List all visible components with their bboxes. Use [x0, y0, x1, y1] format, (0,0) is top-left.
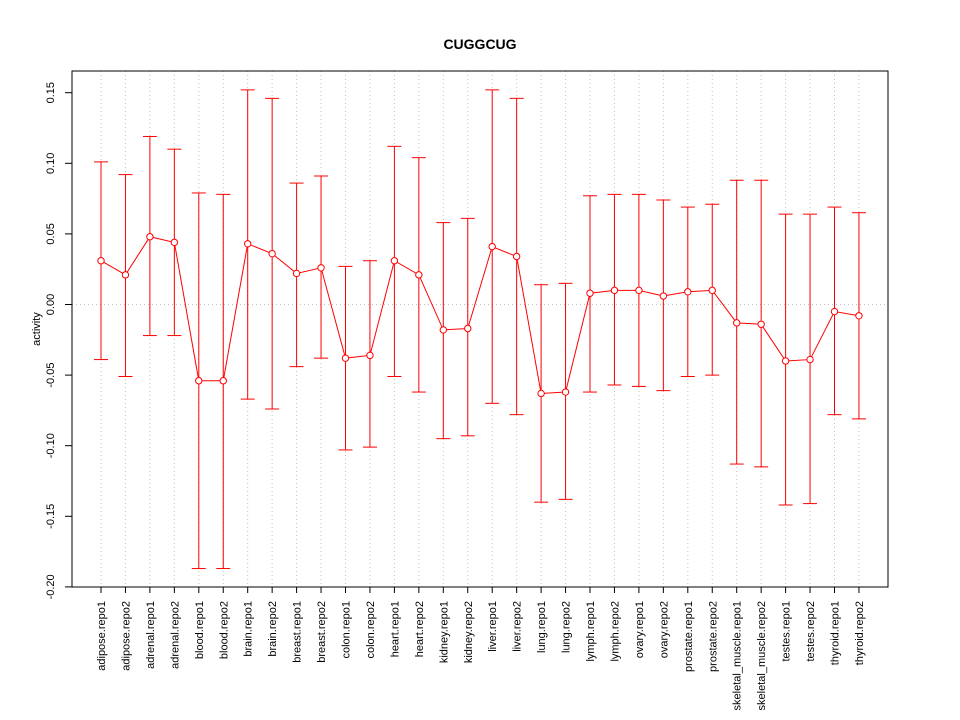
data-point — [537, 389, 545, 398]
x-tick-label: lymph.repo2 — [609, 601, 621, 662]
x-tick-label: testes.repo1 — [781, 601, 793, 662]
data-point — [586, 289, 594, 297]
y-tick-label: 0.15 — [45, 82, 57, 103]
data-point — [341, 354, 350, 362]
data-point — [806, 355, 814, 364]
data-point — [684, 288, 692, 296]
data-point — [733, 319, 741, 327]
y-tick-label: -0.15 — [45, 504, 57, 529]
x-tick-label: heart.repo2 — [414, 601, 426, 657]
data-point — [439, 326, 447, 334]
x-tick-label: lung.repo2 — [561, 601, 573, 653]
x-tick-label: breast.repo2 — [316, 601, 328, 663]
x-tick-label: heart.repo1 — [389, 601, 401, 657]
x-tick-label: liver.repo1 — [487, 601, 499, 652]
data-point — [781, 357, 790, 365]
data-point — [146, 233, 154, 241]
x-axis: adipose.repo1 adipose.repo2 adrenal.repo1 a… — [96, 586, 866, 710]
chart-title: CUGGCUG — [443, 36, 516, 52]
y-tick-label: 0.00 — [45, 294, 57, 315]
data-point — [268, 249, 276, 258]
series-line — [100, 236, 860, 394]
data-point — [855, 312, 863, 320]
data-point — [390, 257, 399, 265]
error-bars — [94, 89, 866, 570]
y-tick-label: -0.05 — [45, 363, 57, 388]
x-tick-label: lung.repo1 — [536, 601, 548, 653]
x-tick-label: prostate.repo1 — [683, 601, 695, 672]
data-point — [121, 271, 130, 279]
data-point — [561, 388, 570, 396]
data-point — [464, 324, 472, 333]
data-point — [170, 238, 179, 247]
y-tick-label: -0.20 — [45, 574, 57, 599]
x-tick-label: ovary.repo1 — [634, 601, 646, 658]
data-point — [244, 240, 252, 248]
x-tick-label: brain.repo1 — [243, 601, 255, 657]
x-tick-label: testes.repo2 — [805, 601, 817, 662]
y-axis: -0.20 -0.15 -0.10 -0.05 0.00 0.05 0.10 0.15 — [45, 82, 73, 599]
x-tick-label: adrenal.repo1 — [145, 601, 157, 669]
data-point — [219, 377, 227, 385]
data-point — [830, 307, 839, 316]
data-point — [415, 271, 423, 279]
data-point — [366, 351, 374, 360]
data-point — [512, 252, 521, 261]
x-tick-label: kidney.repo2 — [463, 601, 475, 663]
data-point — [610, 286, 619, 295]
x-tick-label: ovary.repo2 — [658, 601, 670, 658]
y-tick-label: -0.10 — [45, 433, 57, 458]
y-tick-label: 0.05 — [45, 223, 57, 244]
x-tick-label: prostate.repo2 — [707, 601, 719, 672]
data-points — [97, 233, 863, 398]
data-point — [195, 377, 203, 385]
x-tick-label: skeletal_muscle.repo2 — [756, 601, 768, 710]
y-tick-label: 0.10 — [45, 153, 57, 174]
x-tick-label: lymph.repo1 — [585, 601, 597, 662]
x-tick-label: adrenal.repo2 — [169, 601, 181, 669]
data-point — [292, 269, 301, 278]
x-tick-label: skeletal_muscle.repo1 — [732, 601, 744, 710]
x-tick-label: adipose.repo1 — [96, 601, 108, 671]
data-point — [635, 286, 643, 295]
mean-line — [100, 236, 860, 394]
x-tick-label: brain.repo2 — [267, 601, 279, 657]
data-point — [317, 264, 325, 272]
x-tick-label: breast.repo1 — [292, 601, 304, 663]
grid-lines — [72, 71, 888, 587]
plot-frame — [71, 70, 889, 588]
x-tick-label: adipose.repo2 — [120, 601, 132, 671]
data-point — [757, 320, 765, 328]
data-point — [659, 292, 668, 300]
x-tick-label: blood.repo1 — [194, 601, 206, 659]
x-tick-label: kidney.repo1 — [438, 601, 450, 663]
data-point — [97, 257, 105, 265]
y-axis-label: activity — [31, 312, 43, 346]
x-tick-label: blood.repo2 — [218, 601, 230, 659]
x-tick-label: liver.repo2 — [512, 601, 524, 652]
data-point — [708, 286, 716, 295]
x-tick-label: thyroid.repo2 — [854, 601, 866, 665]
data-point — [488, 242, 496, 251]
x-tick-label: colon.repo2 — [365, 601, 377, 659]
x-tick-label: colon.repo1 — [341, 601, 353, 659]
x-tick-label: thyroid.repo1 — [830, 601, 842, 665]
